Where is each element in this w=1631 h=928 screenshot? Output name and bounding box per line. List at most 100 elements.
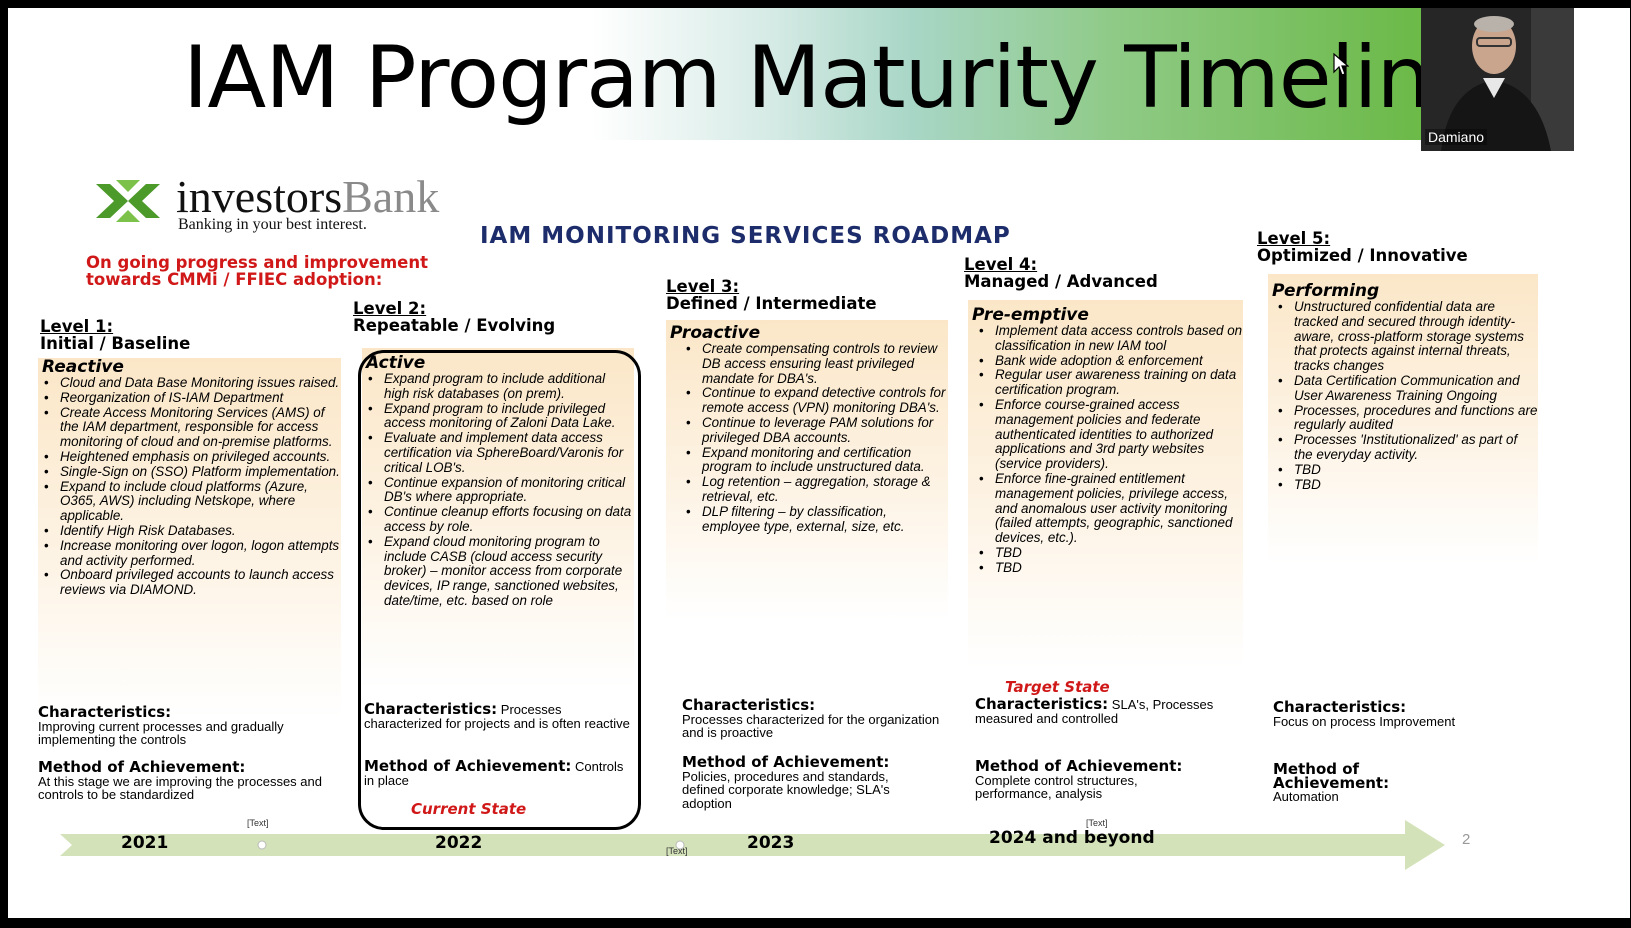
list-item: Implement data access controls based on …	[979, 323, 1243, 354]
logo-mark-icon	[96, 180, 160, 222]
level-2-box: Active Expand program to include additio…	[362, 348, 634, 688]
characteristics-label: Characteristics:	[682, 696, 816, 714]
level-subtitle: Managed / Advanced	[964, 272, 1158, 291]
level-5-method: Method of Achievement: Automation	[1273, 760, 1473, 804]
roadmap-title: IAM MONITORING SERVICES ROADMAP	[480, 223, 1011, 249]
list-item: Evaluate and implement data access certi…	[368, 430, 634, 475]
list-item: Create compensating controls to review D…	[686, 341, 948, 386]
list-item: TBD	[1278, 477, 1538, 493]
method-label: Method of Achievement:	[38, 758, 246, 776]
placeholder-text: [Text]	[1086, 818, 1108, 828]
level-4-characteristics: Characteristics: SLA's, Processes measur…	[975, 697, 1230, 726]
current-state-label: Current State	[411, 800, 527, 818]
method-text: At this stage we are improving the proce…	[38, 773, 322, 802]
level-subtitle: Repeatable / Evolving	[353, 316, 556, 335]
progress-note-line: On going progress and improvement	[86, 253, 428, 272]
timeline-year: 2023	[747, 833, 795, 853]
logo-name-investors: investors	[176, 171, 343, 222]
list-item: Create Access Monitoring Services (AMS) …	[44, 405, 341, 450]
characteristics-text: Processes characterized for the organiza…	[682, 711, 940, 740]
level-2-heading: Level 2: Repeatable / Evolving	[353, 300, 555, 334]
investors-bank-logo: investorsBank Banking in your best inter…	[96, 171, 546, 236]
list-item: Cloud and Data Base Monitoring issues ra…	[44, 375, 341, 391]
target-state-label: Target State	[1005, 678, 1110, 696]
list-item: Identify High Risk Databases.	[44, 523, 341, 539]
level-items-list: Cloud and Data Base Monitoring issues ra…	[38, 375, 341, 598]
level-subtitle: Defined / Intermediate	[666, 294, 877, 313]
method-label: Method of Achievement:	[975, 757, 1183, 775]
list-item: Expand program to include additional hig…	[368, 371, 634, 402]
list-item: Log retention – aggregation, storage & r…	[686, 474, 948, 505]
list-item: Continue to leverage PAM solutions for p…	[686, 415, 948, 446]
level-box-title: Proactive	[670, 323, 761, 343]
level-3-method: Method of Achievement: Policies, procedu…	[682, 755, 922, 811]
level-label: Level 5:	[1257, 229, 1331, 248]
level-label: Level 1:	[40, 317, 114, 336]
list-item: Processes 'Institutionalized' as part of…	[1278, 432, 1538, 463]
method-text: Complete control structures, performance…	[975, 772, 1138, 801]
characteristics-text: Focus on process Improvement	[1273, 713, 1456, 729]
list-item: Enforce course-grained access management…	[979, 397, 1243, 472]
timeline-arrow	[60, 820, 1445, 870]
characteristics-label: Characteristics:	[38, 703, 172, 721]
list-item: Reorganization of IS-IAM Department	[44, 390, 341, 406]
timeline-marker	[675, 840, 685, 850]
progress-note: On going progress and improvement toward…	[86, 254, 428, 288]
level-5-box: Performing Unstructured confidential dat…	[1268, 274, 1538, 564]
slide-page-number: 2	[1462, 831, 1471, 848]
level-items-list: Unstructured confidential data are track…	[1268, 299, 1538, 493]
level-5-heading: Level 5: Optimized / Innovative	[1257, 230, 1468, 264]
characteristics-text: Improving current processes and graduall…	[38, 718, 284, 747]
level-1-method: Method of Achievement: At this stage we …	[38, 758, 328, 802]
list-item: DLP filtering – by classification, emplo…	[686, 504, 948, 535]
list-item: Continue cleanup efforts focusing on dat…	[368, 504, 634, 535]
level-4-box: Pre-emptive Implement data access contro…	[968, 300, 1243, 670]
title-band: IAM Program Maturity Timeline	[8, 8, 1483, 140]
level-5-characteristics: Characteristics: Focus on process Improv…	[1273, 698, 1503, 729]
characteristics-text: Processes characterized for projects and…	[364, 702, 630, 731]
level-box-title: Performing	[1272, 281, 1380, 301]
logo-tagline: Banking in your best interest.	[178, 216, 367, 233]
placeholder-text: [Text]	[666, 846, 688, 856]
level-1-characteristics: Characteristics: Improving current proce…	[38, 703, 328, 747]
characteristics-text: SLA's, Processes measured and controlled	[975, 697, 1214, 726]
participant-avatar	[1421, 8, 1574, 151]
list-item: TBD	[979, 545, 1243, 561]
level-label: Level 4:	[964, 255, 1038, 274]
list-item: Expand to include cloud platforms (Azure…	[44, 479, 341, 524]
level-2-characteristics: Characteristics: Processes characterized…	[364, 700, 632, 731]
level-items-list: Create compensating controls to review D…	[666, 341, 948, 535]
list-item: Enforce fine-grained entitlement managem…	[979, 471, 1243, 546]
list-item: Regular user awareness training on data …	[979, 368, 1243, 398]
level-subtitle: Optimized / Innovative	[1257, 246, 1468, 265]
list-item: Processes, procedures and functions are …	[1278, 403, 1538, 434]
placeholder-text: [Text]	[247, 818, 269, 828]
progress-note-line: towards CMMi / FFIEC adoption:	[86, 270, 383, 289]
participant-video-tile[interactable]: Damiano	[1421, 8, 1574, 151]
level-2-method: Method of Achievement: Controls in place	[364, 757, 632, 787]
timeline-year: 2024 and beyond	[989, 828, 1155, 848]
list-item: Expand cloud monitoring program to inclu…	[368, 534, 634, 609]
method-text: Policies, procedures and standards, defi…	[682, 768, 890, 811]
presentation-slide: IAM Program Maturity Timeline investorsB…	[8, 8, 1630, 918]
level-4-method: Method of Achievement: Complete control …	[975, 757, 1215, 801]
level-items-list: Expand program to include additional hig…	[362, 371, 634, 609]
characteristics-label: Characteristics:	[1273, 698, 1407, 716]
method-label: Method of Achievement:	[1273, 760, 1390, 792]
list-item: Single-Sign on (SSO) Platform implementa…	[44, 464, 341, 480]
characteristics-label: Characteristics:	[364, 700, 498, 718]
method-text: Automation	[1273, 789, 1339, 804]
participant-name-label: Damiano	[1425, 129, 1488, 145]
level-subtitle: Initial / Baseline	[40, 334, 191, 353]
level-3-box: Proactive Create compensating controls t…	[666, 320, 948, 620]
list-item: Increase monitoring over logon, logon at…	[44, 538, 341, 569]
mouse-cursor-icon	[1333, 53, 1349, 76]
list-item: Bank wide adoption & enforcement	[979, 353, 1243, 369]
list-item: Expand program to include privileged acc…	[368, 401, 634, 432]
level-label: Level 2:	[353, 299, 427, 318]
timeline-year: 2022	[435, 833, 483, 853]
method-label: Method of Achievement:	[364, 757, 572, 775]
list-item: Continue to expand detective controls fo…	[686, 386, 948, 416]
current-state-frame	[358, 350, 641, 830]
level-1-heading: Level 1: Initial / Baseline	[40, 318, 190, 352]
